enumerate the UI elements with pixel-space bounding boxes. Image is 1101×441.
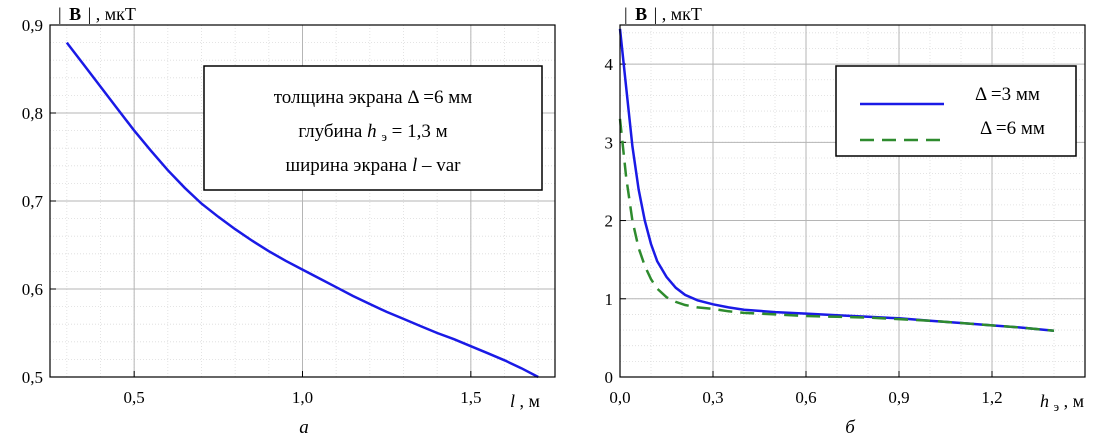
- y-label-dot-a: ˙: [76, 0, 81, 9]
- chart-a-y-tick-label: 0,5: [22, 368, 43, 387]
- chart-panel-a: 0,5 1,0 1,5 0,5 0,6 0,7 0,8 0,9 | B | , мкТ ˙ l…: [22, 0, 556, 438]
- annotation-line-2-sub: э: [381, 129, 387, 144]
- chart-a-x-tick-label: 0,5: [124, 388, 145, 407]
- curve-a: [65, 41, 539, 379]
- y-label-symbol-b: B: [635, 4, 647, 24]
- chart-a-x-tick-label: 1,5: [460, 388, 481, 407]
- y-axis-label-a: | B | , мкТ: [58, 4, 136, 24]
- chart-b-x-tick-label: 0,6: [795, 388, 816, 407]
- curve-b-series-2: [618, 118, 1055, 333]
- x-label-symbol-b: h: [1040, 391, 1049, 411]
- ticks-b: 0,0 0,3 0,6 0,9 1,2 0 1 2 3 4: [605, 55, 1003, 407]
- annotation-line-2-symbol: h: [367, 121, 377, 142]
- annotation-line-3-rest: – var: [421, 155, 461, 176]
- x-label-symbol-a: l: [510, 391, 515, 411]
- chart-b-y-tick-label: 1: [605, 290, 614, 309]
- y-label-unit-b: , мкТ: [662, 4, 702, 24]
- chart-b-x-tick-label: 0,0: [609, 388, 630, 407]
- chart-a-y-tick-label: 0,7: [22, 192, 44, 211]
- y-label-unit-a: , мкТ: [96, 4, 136, 24]
- annotation-line-3: ширина экрана l – var: [285, 155, 461, 176]
- chart-b-y-tick-label: 3: [605, 133, 614, 152]
- chart-b-y-tick-label: 2: [605, 212, 614, 231]
- legend-label-series-1: Δ =3 мм: [975, 84, 1040, 105]
- chart-a-y-tick-label: 0,6: [22, 280, 43, 299]
- chart-b-y-tick-label: 0: [605, 368, 614, 387]
- y-label-bar-left-a: |: [58, 4, 62, 24]
- y-label-bar-right-b: |: [654, 4, 658, 24]
- chart-a-y-tick-label: 0,9: [22, 16, 43, 35]
- y-label-bar-right-a: |: [88, 4, 92, 24]
- x-axis-label-a: l , м: [510, 391, 540, 411]
- x-label-sub-b: э: [1054, 399, 1060, 414]
- y-label-bar-left-b: |: [624, 4, 628, 24]
- legend-label-series-2: Δ =6 мм: [980, 118, 1045, 139]
- chart-a-y-tick-label: 0,8: [22, 104, 43, 123]
- y-label-symbol-a: B: [69, 4, 81, 24]
- chart-b-x-tick-label: 0,9: [888, 388, 909, 407]
- panel-label-b: б: [845, 417, 856, 438]
- chart-b-y-tick-label: 4: [605, 55, 614, 74]
- annotation-line-3-symbol: l: [412, 155, 417, 176]
- x-label-unit-a: , м: [520, 391, 540, 411]
- x-label-unit-b: , м: [1064, 391, 1084, 411]
- plot-frame-b: [619, 24, 1086, 378]
- chart-b-x-tick-label: 1,2: [981, 388, 1002, 407]
- chart-panel-b: 0,0 0,3 0,6 0,9 1,2 0 1 2 3 4 | B | , мкТ ˙ h э ,…: [605, 0, 1086, 438]
- legend-b: Δ =3 мм Δ =6 мм: [835, 65, 1077, 157]
- ticks-a: 0,5 1,0 1,5 0,5 0,6 0,7 0,8 0,9: [22, 16, 482, 407]
- panel-label-a: а: [299, 417, 309, 438]
- annotation-line-2: глубина h э = 1,3 м: [298, 121, 447, 146]
- annotation-line-2-prefix: глубина: [298, 121, 367, 142]
- y-axis-label-b: | B | , мкТ: [624, 4, 702, 24]
- y-label-dot-b: ˙: [642, 0, 647, 9]
- annotation-box-a: толщина экрана Δ =6 мм глубина h э = 1,3…: [203, 65, 543, 191]
- annotation-line-1: толщина экрана Δ =6 мм: [274, 87, 473, 108]
- plot-frame-a: [49, 24, 556, 378]
- chart-b-x-tick-label: 0,3: [702, 388, 723, 407]
- annotation-line-3-prefix: ширина экрана: [285, 155, 412, 176]
- curve-b-series-1: [618, 28, 1055, 333]
- chart-a-x-tick-label: 1,0: [292, 388, 313, 407]
- annotation-line-2-rest: = 1,3 м: [392, 121, 448, 142]
- x-axis-label-b: h э , м: [1040, 391, 1084, 415]
